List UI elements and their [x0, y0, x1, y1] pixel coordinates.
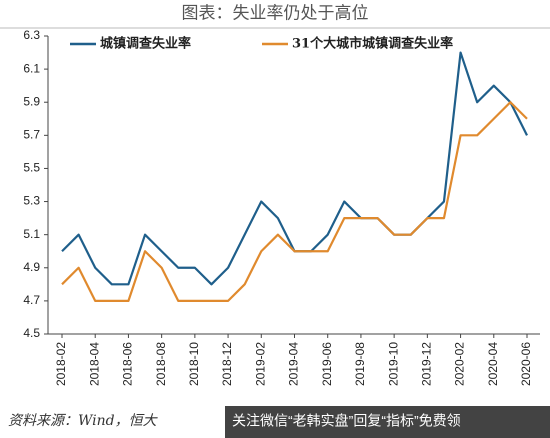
x-tick-label: 2020-06 — [519, 342, 533, 386]
x-tick-label: 2018-12 — [220, 342, 234, 386]
y-tick-label: 5.3 — [23, 194, 40, 208]
watermark-banner — [225, 406, 550, 438]
legend-label: 31个大城市城镇调查失业率 — [292, 36, 453, 52]
series-line — [61, 51, 528, 286]
x-tick-label: 2020-02 — [453, 342, 467, 386]
x-tick-label: 2018-02 — [54, 342, 68, 386]
x-tick-label: 2020-04 — [486, 342, 500, 386]
y-tick-label: 6.3 — [23, 28, 40, 42]
legend-label: 城镇调查失业率 — [100, 36, 191, 52]
x-tick-label: 2019-08 — [353, 342, 367, 386]
chart-title: 图表：失业率仍处于高位 — [182, 4, 369, 24]
y-tick-label: 5.1 — [23, 227, 40, 241]
x-tick-label: 2018-06 — [121, 342, 135, 386]
series-line — [61, 101, 528, 302]
y-tick-label: 4.9 — [23, 260, 40, 274]
source-note: 资料来源：Wind，恒大 — [8, 413, 159, 429]
x-tick-label: 2018-04 — [87, 342, 101, 386]
y-tick-label: 6.1 — [23, 61, 40, 75]
watermark: 关注微信“老韩实盘”回复“指标”免费领 — [232, 413, 461, 429]
y-tick-label: 5.9 — [23, 94, 40, 108]
x-tick-label: 2019-02 — [253, 342, 267, 386]
x-tick-label: 2019-12 — [420, 342, 434, 386]
x-tick-label: 2019-04 — [287, 342, 301, 386]
x-tick-label: 2018-08 — [154, 342, 168, 386]
y-tick-label: 5.5 — [23, 161, 40, 175]
x-tick-label: 2018-10 — [187, 342, 201, 386]
y-tick-label: 4.5 — [23, 326, 40, 340]
x-tick-label: 2019-10 — [386, 342, 400, 386]
x-tick-label: 2019-06 — [320, 342, 334, 386]
y-tick-label: 4.7 — [23, 293, 40, 307]
y-tick-label: 5.7 — [23, 128, 40, 142]
